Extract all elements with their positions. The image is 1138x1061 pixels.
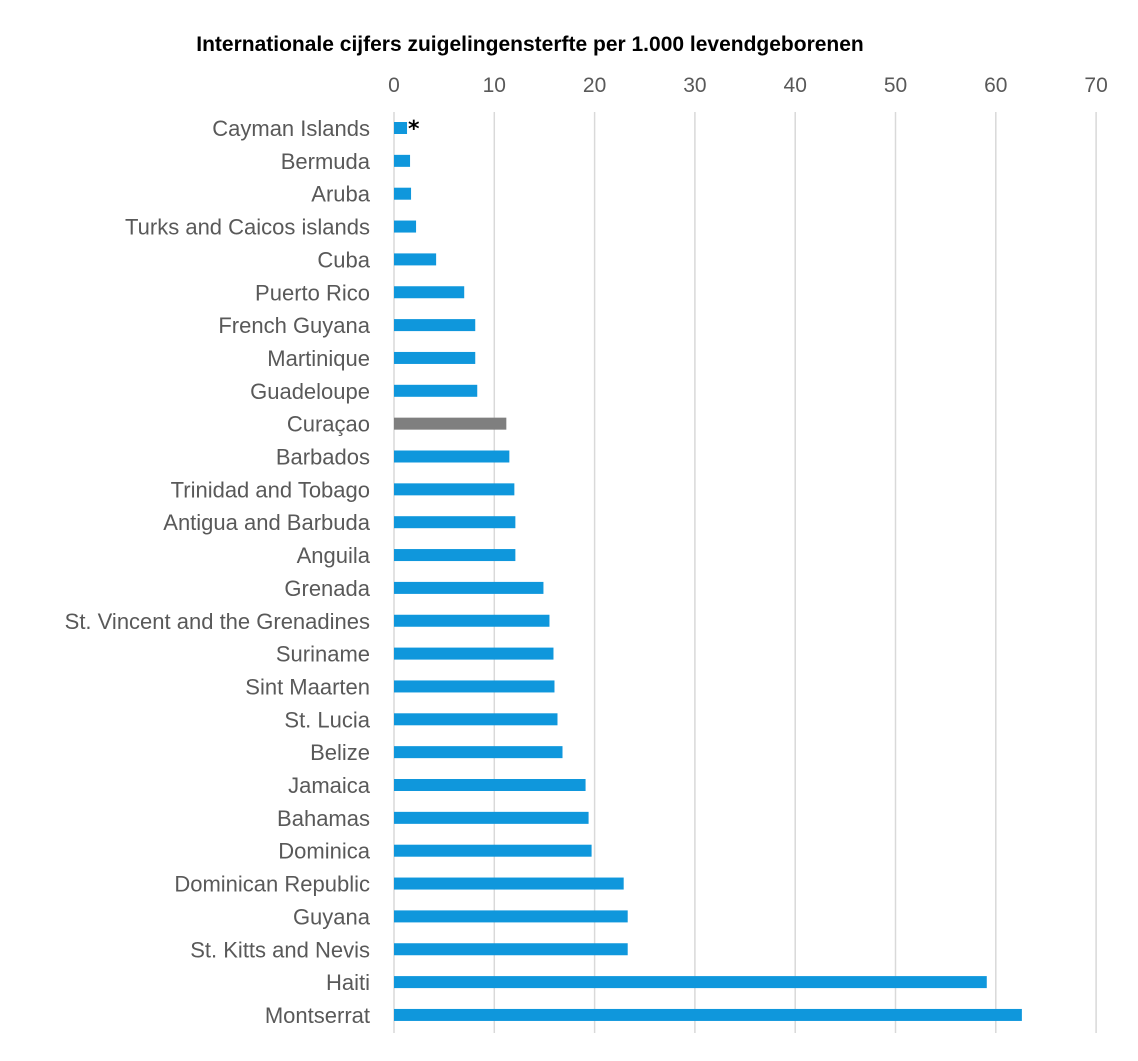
bar	[394, 713, 558, 726]
bar	[394, 154, 411, 167]
bar	[394, 943, 628, 956]
bar	[394, 680, 555, 693]
category-label: Antigua and Barbuda	[163, 510, 370, 535]
category-label: St. Vincent and the Grenadines	[65, 609, 370, 634]
category-label: Grenada	[284, 576, 370, 601]
x-tick-label: 60	[984, 74, 1007, 97]
x-axis-ticks: 0 10 20 30 40 50 60 70	[388, 74, 1108, 97]
bar	[394, 253, 437, 266]
category-label: Aruba	[311, 182, 370, 207]
annotations: *	[408, 117, 420, 142]
bar	[394, 220, 417, 233]
category-label: Trinidad and Tobago	[171, 477, 370, 502]
category-label: Guadeloupe	[250, 379, 370, 404]
bar	[394, 647, 554, 660]
bar	[394, 746, 563, 759]
bar	[394, 614, 550, 627]
category-label: Guyana	[293, 904, 371, 929]
category-label: Dominican Republic	[174, 872, 370, 897]
category-label: Suriname	[276, 642, 370, 667]
bars	[394, 122, 1022, 1021]
x-tick-label: 40	[784, 74, 807, 97]
grid-lines	[393, 112, 1097, 1033]
bar	[394, 976, 987, 989]
category-label: Puerto Rico	[255, 280, 370, 305]
bar	[394, 811, 589, 824]
category-label: St. Kitts and Nevis	[190, 937, 370, 962]
category-label: St. Lucia	[284, 707, 370, 732]
x-tick-label: 10	[483, 74, 506, 97]
category-label: Haiti	[326, 970, 370, 995]
bar	[394, 384, 478, 397]
category-label: Anguila	[297, 543, 371, 568]
category-label: Belize	[310, 740, 370, 765]
category-label: Turks and Caicos islands	[125, 215, 370, 240]
bar	[394, 779, 586, 791]
bar	[394, 286, 465, 299]
category-label: Dominica	[278, 839, 370, 864]
bar	[394, 844, 592, 857]
category-label: French Guyana	[218, 313, 370, 338]
category-label: Curaçao	[287, 412, 370, 437]
bar	[394, 483, 515, 496]
bar	[394, 122, 408, 134]
bar	[394, 581, 544, 594]
chart-title: Internationale cijfers zuigelingensterft…	[196, 33, 864, 56]
category-label: Cuba	[317, 247, 370, 272]
bar	[394, 351, 476, 364]
category-label: Martinique	[267, 346, 370, 371]
category-label: Montserrat	[265, 1003, 370, 1028]
x-tick-label: 70	[1084, 74, 1107, 97]
category-label: Barbados	[276, 445, 370, 470]
bar	[394, 417, 507, 430]
bar	[394, 516, 516, 529]
bar	[394, 1008, 1022, 1021]
category-label: Jamaica	[288, 773, 371, 798]
x-tick-label: 50	[884, 74, 907, 97]
category-label: Bahamas	[277, 806, 370, 831]
bar	[394, 319, 476, 332]
x-tick-label: 20	[583, 74, 606, 97]
bar	[394, 450, 510, 463]
bar	[394, 910, 628, 923]
category-label: Bermuda	[281, 149, 371, 174]
x-tick-label: 0	[388, 74, 400, 97]
x-tick-label: 30	[683, 74, 706, 97]
category-label: Sint Maarten	[245, 674, 370, 699]
annotation-asterisk: *	[408, 117, 420, 142]
bar	[394, 549, 516, 562]
category-labels: Cayman Islands Bermuda Aruba Turks and Caic…	[65, 116, 371, 1028]
bar	[394, 187, 412, 200]
bar	[394, 877, 624, 890]
category-label: Cayman Islands	[212, 116, 370, 141]
